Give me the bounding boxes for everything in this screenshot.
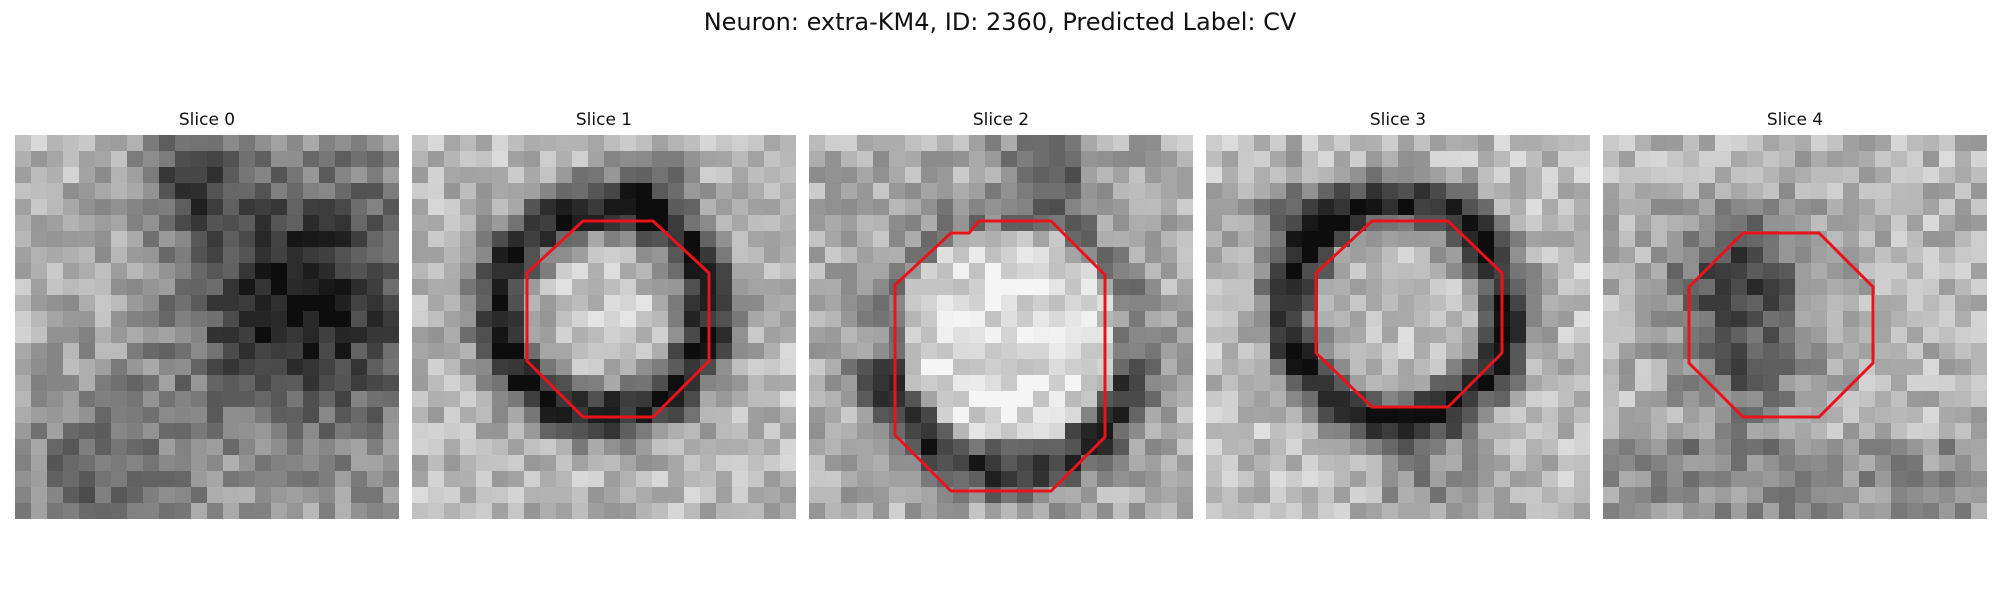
slice-image-0 xyxy=(15,135,399,519)
slice-panel-2: Slice 2 xyxy=(809,110,1193,519)
pixel-grid-4 xyxy=(1603,135,1987,519)
octagon-outline-4 xyxy=(1687,231,1875,419)
slice-panel-0: Slice 0 xyxy=(15,110,399,519)
pixel-grid-0 xyxy=(15,135,399,519)
slice-title-4: Slice 4 xyxy=(1766,110,1824,130)
octagon-outline-3 xyxy=(1314,219,1504,409)
octagon-outline-1 xyxy=(525,219,711,419)
slice-panel-1: Slice 1 xyxy=(412,110,796,519)
slice-image-4 xyxy=(1603,135,1987,519)
slice-panel-3: Slice 3 xyxy=(1206,110,1590,519)
slice-title-0: Slice 0 xyxy=(178,110,236,130)
slice-image-3 xyxy=(1206,135,1590,519)
slice-title-1: Slice 1 xyxy=(575,110,633,130)
octagon-outline-2 xyxy=(893,219,1107,493)
slice-panel-4: Slice 4 xyxy=(1603,110,1987,519)
figure-title: Neuron: extra-KM4, ID: 2360, Predicted L… xyxy=(703,8,1297,36)
slice-title-3: Slice 3 xyxy=(1369,110,1427,130)
slice-title-2: Slice 2 xyxy=(972,110,1030,130)
slice-image-1 xyxy=(412,135,796,519)
slice-image-2 xyxy=(809,135,1193,519)
pixel-grid-1 xyxy=(412,135,796,519)
pixel-grid-2 xyxy=(809,135,1193,519)
pixel-grid-3 xyxy=(1206,135,1590,519)
